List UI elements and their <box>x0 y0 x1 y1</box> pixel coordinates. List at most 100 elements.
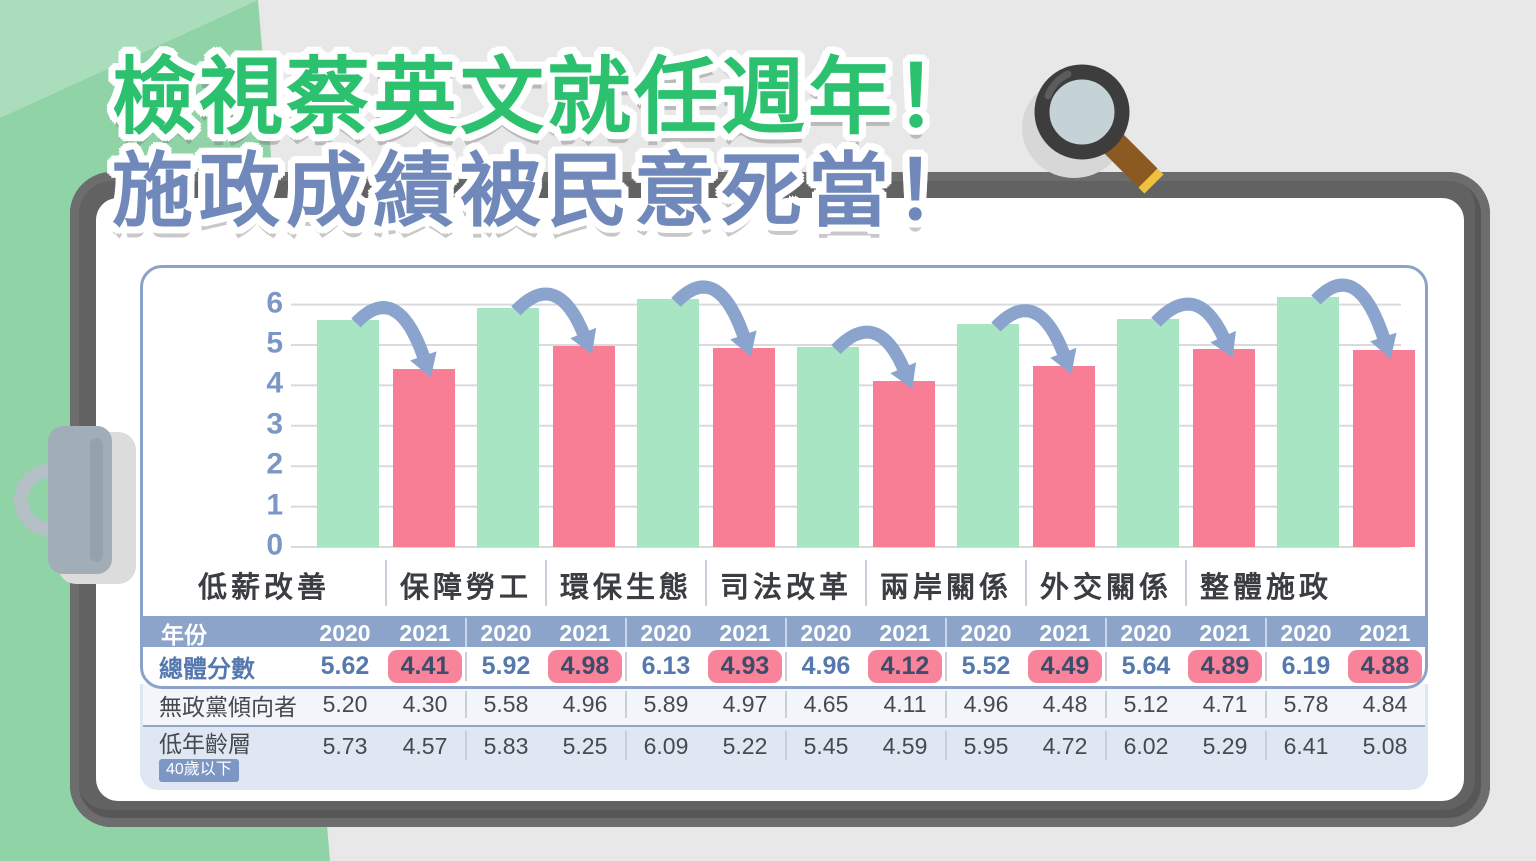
y-tick-2: 2 <box>266 447 283 481</box>
score-2021-cell: 4.89 <box>1185 650 1265 683</box>
score-2021-cell: 4.49 <box>1025 650 1105 683</box>
y-tick-5: 5 <box>266 326 283 360</box>
year-cell: 2020 <box>1265 617 1345 649</box>
bar-2021-5 <box>1193 349 1255 547</box>
table-cell: 4.96 <box>945 691 1025 718</box>
row-label-young: 低年齡層 40歲以下 <box>143 731 305 782</box>
year-cell: 2021 <box>879 619 931 646</box>
y-tick-1: 1 <box>266 488 283 522</box>
bar-2020-6 <box>1277 296 1339 547</box>
table-cell: 5.95 <box>945 731 1025 760</box>
category-label-5: 外交關係 <box>1025 560 1185 606</box>
table-cell: 4.11 <box>883 691 927 717</box>
table-cell: 6.02 <box>1105 731 1185 760</box>
year-cell: 2020 <box>785 617 865 649</box>
score-2021-badge: 4.12 <box>868 650 942 683</box>
table-cell: 5.45 <box>785 731 865 760</box>
year-cell: 2021 <box>399 619 451 646</box>
score-2021-badge: 4.88 <box>1348 650 1422 683</box>
score-2021-badge: 4.41 <box>388 650 462 683</box>
score-2021-cell: 4.88 <box>1345 650 1425 683</box>
year-cell: 2021 <box>559 619 611 646</box>
score-2021-cell: 4.41 <box>385 650 465 683</box>
bar-2021-4 <box>1033 365 1095 547</box>
category-label-4: 兩岸關係 <box>865 560 1025 606</box>
age-badge: 40歲以下 <box>159 759 239 782</box>
decline-arrows <box>351 278 1397 389</box>
year-cell: 2021 <box>1039 619 1091 646</box>
table-cell: 4.96 <box>562 691 608 717</box>
score-2021-cell: 4.12 <box>865 650 945 683</box>
bar-2021-2 <box>713 347 775 547</box>
table-cell: 4.72 <box>1042 733 1088 759</box>
year-row-label: 年份 <box>161 622 207 648</box>
category-label-1: 保障勞工 <box>385 560 545 606</box>
table-card: 無政黨傾向者 5.20 4.30 5.58 4.96 5.89 4.97 4.65 4.11 4… <box>140 684 1428 790</box>
category-label-3: 司法改革 <box>705 560 865 606</box>
page-title: 檢視蔡英文就任週年！ 施政成績被民意死當！ <box>112 50 983 238</box>
year-cell: 2020 <box>945 617 1025 649</box>
table-cell: 4.30 <box>402 691 448 717</box>
table-cell: 4.59 <box>882 733 928 759</box>
overall-score-row: 總體分數 5.62 4.41 5.92 4.98 6.13 4.93 4.96 4.12 5.5… <box>143 647 1425 686</box>
table-cell: 4.65 <box>785 691 865 718</box>
year-cell: 2020 <box>465 617 545 649</box>
table-cell: 5.20 <box>322 691 368 717</box>
score-2020-cell: 5.64 <box>1105 652 1185 681</box>
table-cell: 4.71 <box>1202 691 1248 717</box>
score-2021-badge: 4.49 <box>1028 650 1102 683</box>
young-age-row: 低年齡層 40歲以下 5.73 4.57 5.83 5.25 6.09 5.22 5.45 4… <box>143 727 1425 792</box>
category-label-row: 低薪改善 保障勞工 環保生態 司法改革 兩岸關係 外交關係 整體施政 <box>143 550 1425 616</box>
title-line1: 檢視蔡英文就任週年！ <box>112 50 983 144</box>
bar-2020-3 <box>797 346 859 547</box>
score-2020-cell: 6.13 <box>625 652 705 681</box>
category-label-0: 低薪改善 <box>197 572 330 604</box>
bar-2021-0 <box>393 368 455 547</box>
y-tick-4: 4 <box>266 367 283 401</box>
table-cell: 5.73 <box>322 733 368 759</box>
score-2021-cell: 4.98 <box>545 650 625 683</box>
nonpartisan-row: 無政黨傾向者 5.20 4.30 5.58 4.96 5.89 4.97 4.65 4.11 4… <box>143 684 1425 727</box>
table-cell: 5.29 <box>1202 733 1248 759</box>
table-cell: 5.83 <box>465 731 545 760</box>
magnifier-icon <box>1022 64 1164 194</box>
score-2020-cell: 5.62 <box>320 652 370 680</box>
row-label-nonpartisan: 無政黨傾向者 <box>159 693 297 720</box>
category-label-2: 環保生態 <box>545 560 705 606</box>
row-label-overall: 總體分數 <box>159 656 255 683</box>
table-cell: 5.22 <box>722 733 768 759</box>
year-header-row: 年份 2020 2021 2020 2021 2020 2021 2020 2021 2020 2… <box>143 616 1425 649</box>
table-cell: 5.58 <box>465 691 545 718</box>
table-cell: 5.08 <box>1362 733 1408 759</box>
score-2021-badge: 4.98 <box>548 650 622 683</box>
table-cell: 6.41 <box>1265 731 1345 760</box>
year-cell: 2021 <box>1199 619 1251 646</box>
table-cell: 5.89 <box>625 691 705 718</box>
table-cell: 4.57 <box>402 733 448 759</box>
title-line2: 施政成績被民意死當！ <box>112 147 983 238</box>
bar-2020-0 <box>317 319 379 547</box>
table-cell: 5.12 <box>1105 691 1185 718</box>
y-tick-0: 0 <box>266 528 283 562</box>
score-2020-cell: 5.52 <box>945 652 1025 681</box>
bar-2020-2 <box>637 299 699 547</box>
score-2021-badge: 4.89 <box>1188 650 1262 683</box>
table-cell: 4.84 <box>1362 691 1408 717</box>
bar-chart: 0 1 2 3 4 5 6 <box>143 268 1425 562</box>
table-cell: 4.97 <box>722 691 768 717</box>
table-cell: 4.48 <box>1042 691 1088 717</box>
bar-2021-3 <box>873 380 935 547</box>
y-tick-6: 6 <box>266 286 283 320</box>
bar-2021-1 <box>553 345 615 547</box>
bar-2020-5 <box>1117 319 1179 547</box>
year-cell: 2020 <box>319 619 371 646</box>
year-cell: 2020 <box>1105 617 1185 649</box>
table-cell: 5.25 <box>562 733 608 759</box>
year-cell: 2020 <box>625 617 705 649</box>
score-2020-cell: 4.96 <box>785 652 865 681</box>
bar-2021-6 <box>1353 349 1415 547</box>
binder-clip-icon <box>14 426 136 584</box>
score-2020-cell: 6.19 <box>1265 652 1345 681</box>
bar-2020-1 <box>477 307 539 547</box>
